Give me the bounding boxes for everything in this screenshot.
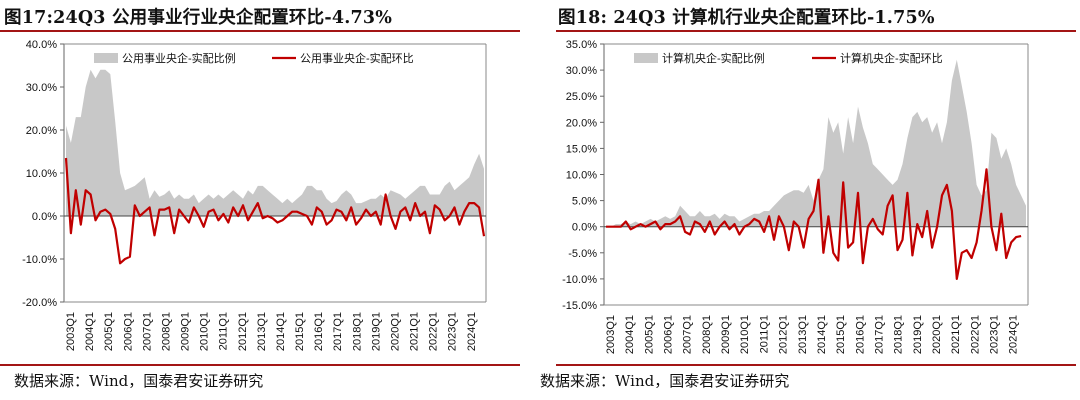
x-tick-label: 2008Q1: [701, 315, 713, 354]
legend-label-area: 计算机央企-实配比例: [662, 51, 765, 65]
x-tick-label: 2021Q1: [950, 315, 962, 354]
x-tick-label: 2003Q1: [605, 315, 617, 354]
x-tick-label: 2005Q1: [643, 315, 655, 354]
line-series-qoq: [606, 168, 1022, 280]
x-tick-label: 2009Q1: [180, 312, 192, 351]
x-tick-label: 2006Q1: [663, 315, 675, 354]
x-tick-label: 2018Q1: [893, 315, 905, 354]
x-tick-label: 2024Q1: [1008, 315, 1020, 354]
x-tick-label: 2010Q1: [199, 312, 211, 351]
x-tick-label: 2011Q1: [758, 315, 770, 353]
title-rule: [0, 30, 520, 32]
source-rule: [0, 364, 520, 366]
x-tick-label: 2005Q1: [103, 312, 115, 351]
legend-swatch-area: [94, 53, 118, 63]
y-tick-label: 35.0%: [566, 39, 597, 51]
x-tick-label: 2024Q1: [466, 312, 478, 351]
x-tick-label: 2014Q1: [816, 315, 828, 354]
area-series-ratio: [606, 59, 1026, 227]
x-tick-label: 2010Q1: [739, 315, 751, 354]
line-series-qoq: [64, 157, 486, 265]
x-tick-label: 2020Q1: [931, 315, 943, 354]
x-tick-label: 2013Q1: [256, 312, 268, 351]
x-tick-label: 2008Q1: [160, 312, 172, 351]
x-tick-label: 2012Q1: [237, 312, 249, 351]
chart-panel-fig18: 图18: 24Q3 计算机行业央企配置环比-1.75% -15.0% -10.0%…: [540, 0, 1080, 400]
x-tick-label: 2013Q1: [797, 315, 809, 354]
x-tick-label: 2015Q1: [294, 312, 306, 351]
legend-label-line: 公用事业央企-实配环比: [300, 51, 414, 65]
y-tick-label: 25.0%: [566, 91, 597, 103]
source-rule: [556, 364, 1076, 366]
y-tick-label: 30.0%: [566, 65, 597, 77]
chart-title: 图17:24Q3 公用事业行业央企配置环比-4.73%: [4, 8, 393, 28]
x-tick-label: 2009Q1: [720, 315, 732, 354]
legend-swatch-area: [634, 53, 658, 63]
y-tick-label: 10.0%: [566, 170, 597, 182]
x-tick-label: 2016Q1: [313, 312, 325, 351]
x-tick-label: 2006Q1: [122, 312, 134, 351]
y-tick-label: 0.0%: [572, 222, 597, 234]
y-tick-label: 0.0%: [32, 211, 57, 223]
x-tick-label: 2003Q1: [65, 312, 77, 351]
chart-plot-fig17: -20.0% -10.0% 0.0% 10.0% 20.0% 30.0% 40.0% 2003…: [22, 39, 487, 351]
y-tick-label: 5.0%: [572, 196, 597, 208]
y-tick-label: -15.0%: [562, 300, 597, 312]
y-tick-label: -20.0%: [22, 297, 57, 309]
x-tick-label: 2023Q1: [447, 312, 459, 351]
legend-label-line: 计算机央企-实配环比: [840, 51, 943, 65]
x-tick-label: 2019Q1: [912, 315, 924, 354]
x-tick-label: 2017Q1: [332, 312, 344, 351]
y-tick-label: 20.0%: [26, 125, 57, 137]
x-tick-label: 2007Q1: [682, 315, 694, 354]
chart-plot-fig18: -15.0% -10.0% -5.0% 0.0% 5.0% 10.0% 15.0% 20.0%…: [562, 39, 1029, 354]
x-tick-label: 2023Q1: [989, 315, 1001, 354]
x-tick-label: 2021Q1: [409, 312, 421, 351]
y-tick-label: -10.0%: [562, 274, 597, 286]
x-tick-label: 2022Q1: [969, 315, 981, 354]
legend-label-area: 公用事业央企-实配比例: [122, 51, 236, 65]
area-series-ratio: [66, 69, 484, 216]
y-tick-label: 10.0%: [26, 168, 57, 180]
x-tick-label: 2022Q1: [428, 312, 440, 351]
y-tick-label: 30.0%: [26, 82, 57, 94]
x-tick-label: 2015Q1: [835, 315, 847, 354]
source-note: 数据来源：Wind，国泰君安证券研究: [14, 372, 264, 390]
x-tick-label: 2012Q1: [778, 315, 790, 354]
x-tick-label: 2004Q1: [624, 315, 636, 354]
y-tick-label: 20.0%: [566, 117, 597, 129]
chart-title: 图18: 24Q3 计算机行业央企配置环比-1.75%: [558, 8, 935, 28]
chart-panel-fig17: 图17:24Q3 公用事业行业央企配置环比-4.73% -20.0% -10.0%…: [0, 8, 520, 390]
x-tick-label: 2011Q1: [218, 312, 230, 350]
x-tick-label: 2016Q1: [854, 315, 866, 354]
y-tick-label: -10.0%: [22, 254, 57, 266]
x-tick-label: 2004Q1: [84, 312, 96, 351]
y-tick-label: 15.0%: [566, 143, 597, 155]
x-tick-label: 2018Q1: [351, 312, 363, 351]
y-tick-label: -5.0%: [568, 248, 597, 260]
title-rule: [556, 30, 1076, 32]
x-tick-label: 2019Q1: [370, 312, 382, 351]
x-tick-label: 2017Q1: [874, 315, 886, 354]
x-tick-label: 2020Q1: [390, 312, 402, 351]
x-tick-label: 2014Q1: [275, 312, 287, 351]
y-tick-label: 40.0%: [26, 39, 57, 51]
x-tick-label: 2007Q1: [141, 312, 153, 351]
source-note: 数据来源：Wind，国泰君安证券研究: [540, 372, 790, 390]
